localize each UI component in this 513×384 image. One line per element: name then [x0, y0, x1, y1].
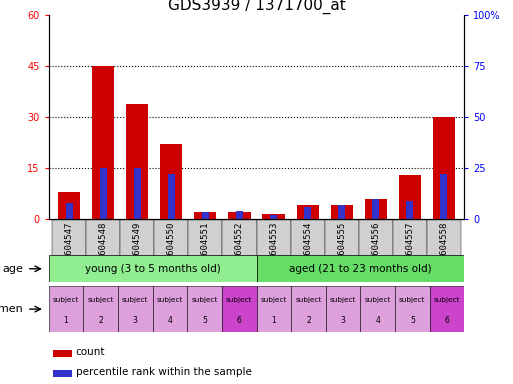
Text: 6: 6 [444, 316, 449, 325]
Text: percentile rank within the sample: percentile rank within the sample [76, 367, 251, 377]
Bar [49, 255, 256, 282]
Bar [441, 174, 447, 219]
Bar [395, 286, 429, 332]
Bar [153, 286, 187, 332]
Bar [359, 220, 393, 256]
Bar [92, 66, 114, 219]
Text: GSM604558: GSM604558 [439, 222, 448, 270]
Bar [126, 104, 148, 219]
Bar [256, 286, 291, 332]
Text: GSM604551: GSM604551 [201, 222, 210, 270]
Bar [58, 192, 80, 219]
Bar [291, 286, 326, 332]
Bar [427, 220, 461, 256]
Text: GSM604548: GSM604548 [98, 222, 108, 270]
Bar [223, 220, 256, 256]
Text: 3: 3 [341, 316, 346, 325]
Bar [290, 220, 325, 256]
Bar [433, 117, 455, 219]
Text: subject: subject [53, 297, 79, 303]
Text: 5: 5 [202, 316, 207, 325]
Text: subject: subject [295, 297, 322, 303]
Bar [236, 211, 243, 219]
Text: GSM604555: GSM604555 [337, 222, 346, 270]
Text: 5: 5 [410, 316, 415, 325]
Text: 3: 3 [133, 316, 138, 325]
Bar [100, 168, 107, 219]
Text: 4: 4 [167, 316, 172, 325]
Text: GSM604557: GSM604557 [405, 222, 415, 270]
Bar [53, 350, 72, 356]
Bar [86, 220, 120, 256]
Title: GDS3939 / 1371700_at: GDS3939 / 1371700_at [168, 0, 345, 14]
Bar [360, 286, 395, 332]
Bar [53, 370, 72, 376]
Text: 2: 2 [98, 316, 103, 325]
Text: subject: subject [191, 297, 218, 303]
Bar [160, 144, 183, 219]
Text: subject: subject [365, 297, 391, 303]
Text: subject: subject [122, 297, 148, 303]
Bar [406, 200, 413, 219]
Bar [330, 205, 353, 219]
Text: count: count [76, 347, 105, 357]
Text: young (3 to 5 months old): young (3 to 5 months old) [85, 264, 221, 274]
Text: GSM604556: GSM604556 [371, 222, 380, 270]
Text: specimen: specimen [0, 304, 24, 314]
Bar [222, 286, 256, 332]
Bar [202, 212, 209, 219]
Text: 1: 1 [271, 316, 276, 325]
Bar [297, 205, 319, 219]
Bar [256, 220, 290, 256]
Bar [256, 255, 464, 282]
Text: 2: 2 [306, 316, 311, 325]
Bar [263, 214, 285, 219]
Text: 4: 4 [375, 316, 380, 325]
Text: subject: subject [330, 297, 356, 303]
Bar [270, 215, 277, 219]
Bar [120, 220, 154, 256]
Bar [304, 207, 311, 219]
Bar [372, 199, 379, 219]
Text: GSM604554: GSM604554 [303, 222, 312, 270]
Bar [188, 220, 223, 256]
Bar [83, 286, 118, 332]
Bar [365, 199, 387, 219]
Bar [168, 174, 175, 219]
Text: 6: 6 [236, 316, 242, 325]
Text: GSM604550: GSM604550 [167, 222, 176, 270]
Bar [66, 203, 72, 219]
Text: GSM604553: GSM604553 [269, 222, 278, 270]
Bar [134, 168, 141, 219]
Text: GSM604549: GSM604549 [133, 222, 142, 270]
Bar [52, 220, 86, 256]
Bar [325, 220, 359, 256]
Text: subject: subject [226, 297, 252, 303]
Bar [429, 286, 464, 332]
Bar [338, 205, 345, 219]
Bar [187, 286, 222, 332]
Text: subject: subject [399, 297, 425, 303]
Text: subject: subject [434, 297, 460, 303]
Text: aged (21 to 23 months old): aged (21 to 23 months old) [289, 264, 432, 274]
Text: GSM604552: GSM604552 [235, 222, 244, 270]
Text: subject: subject [157, 297, 183, 303]
Bar [228, 212, 250, 219]
Bar [194, 212, 216, 219]
Bar [326, 286, 360, 332]
Text: subject: subject [88, 297, 114, 303]
Bar [154, 220, 188, 256]
Text: subject: subject [261, 297, 287, 303]
Text: GSM604547: GSM604547 [65, 222, 74, 270]
Bar [118, 286, 153, 332]
Text: 1: 1 [64, 316, 68, 325]
Bar [49, 286, 83, 332]
Text: age: age [3, 264, 24, 274]
Bar [399, 175, 421, 219]
Bar [393, 220, 427, 256]
